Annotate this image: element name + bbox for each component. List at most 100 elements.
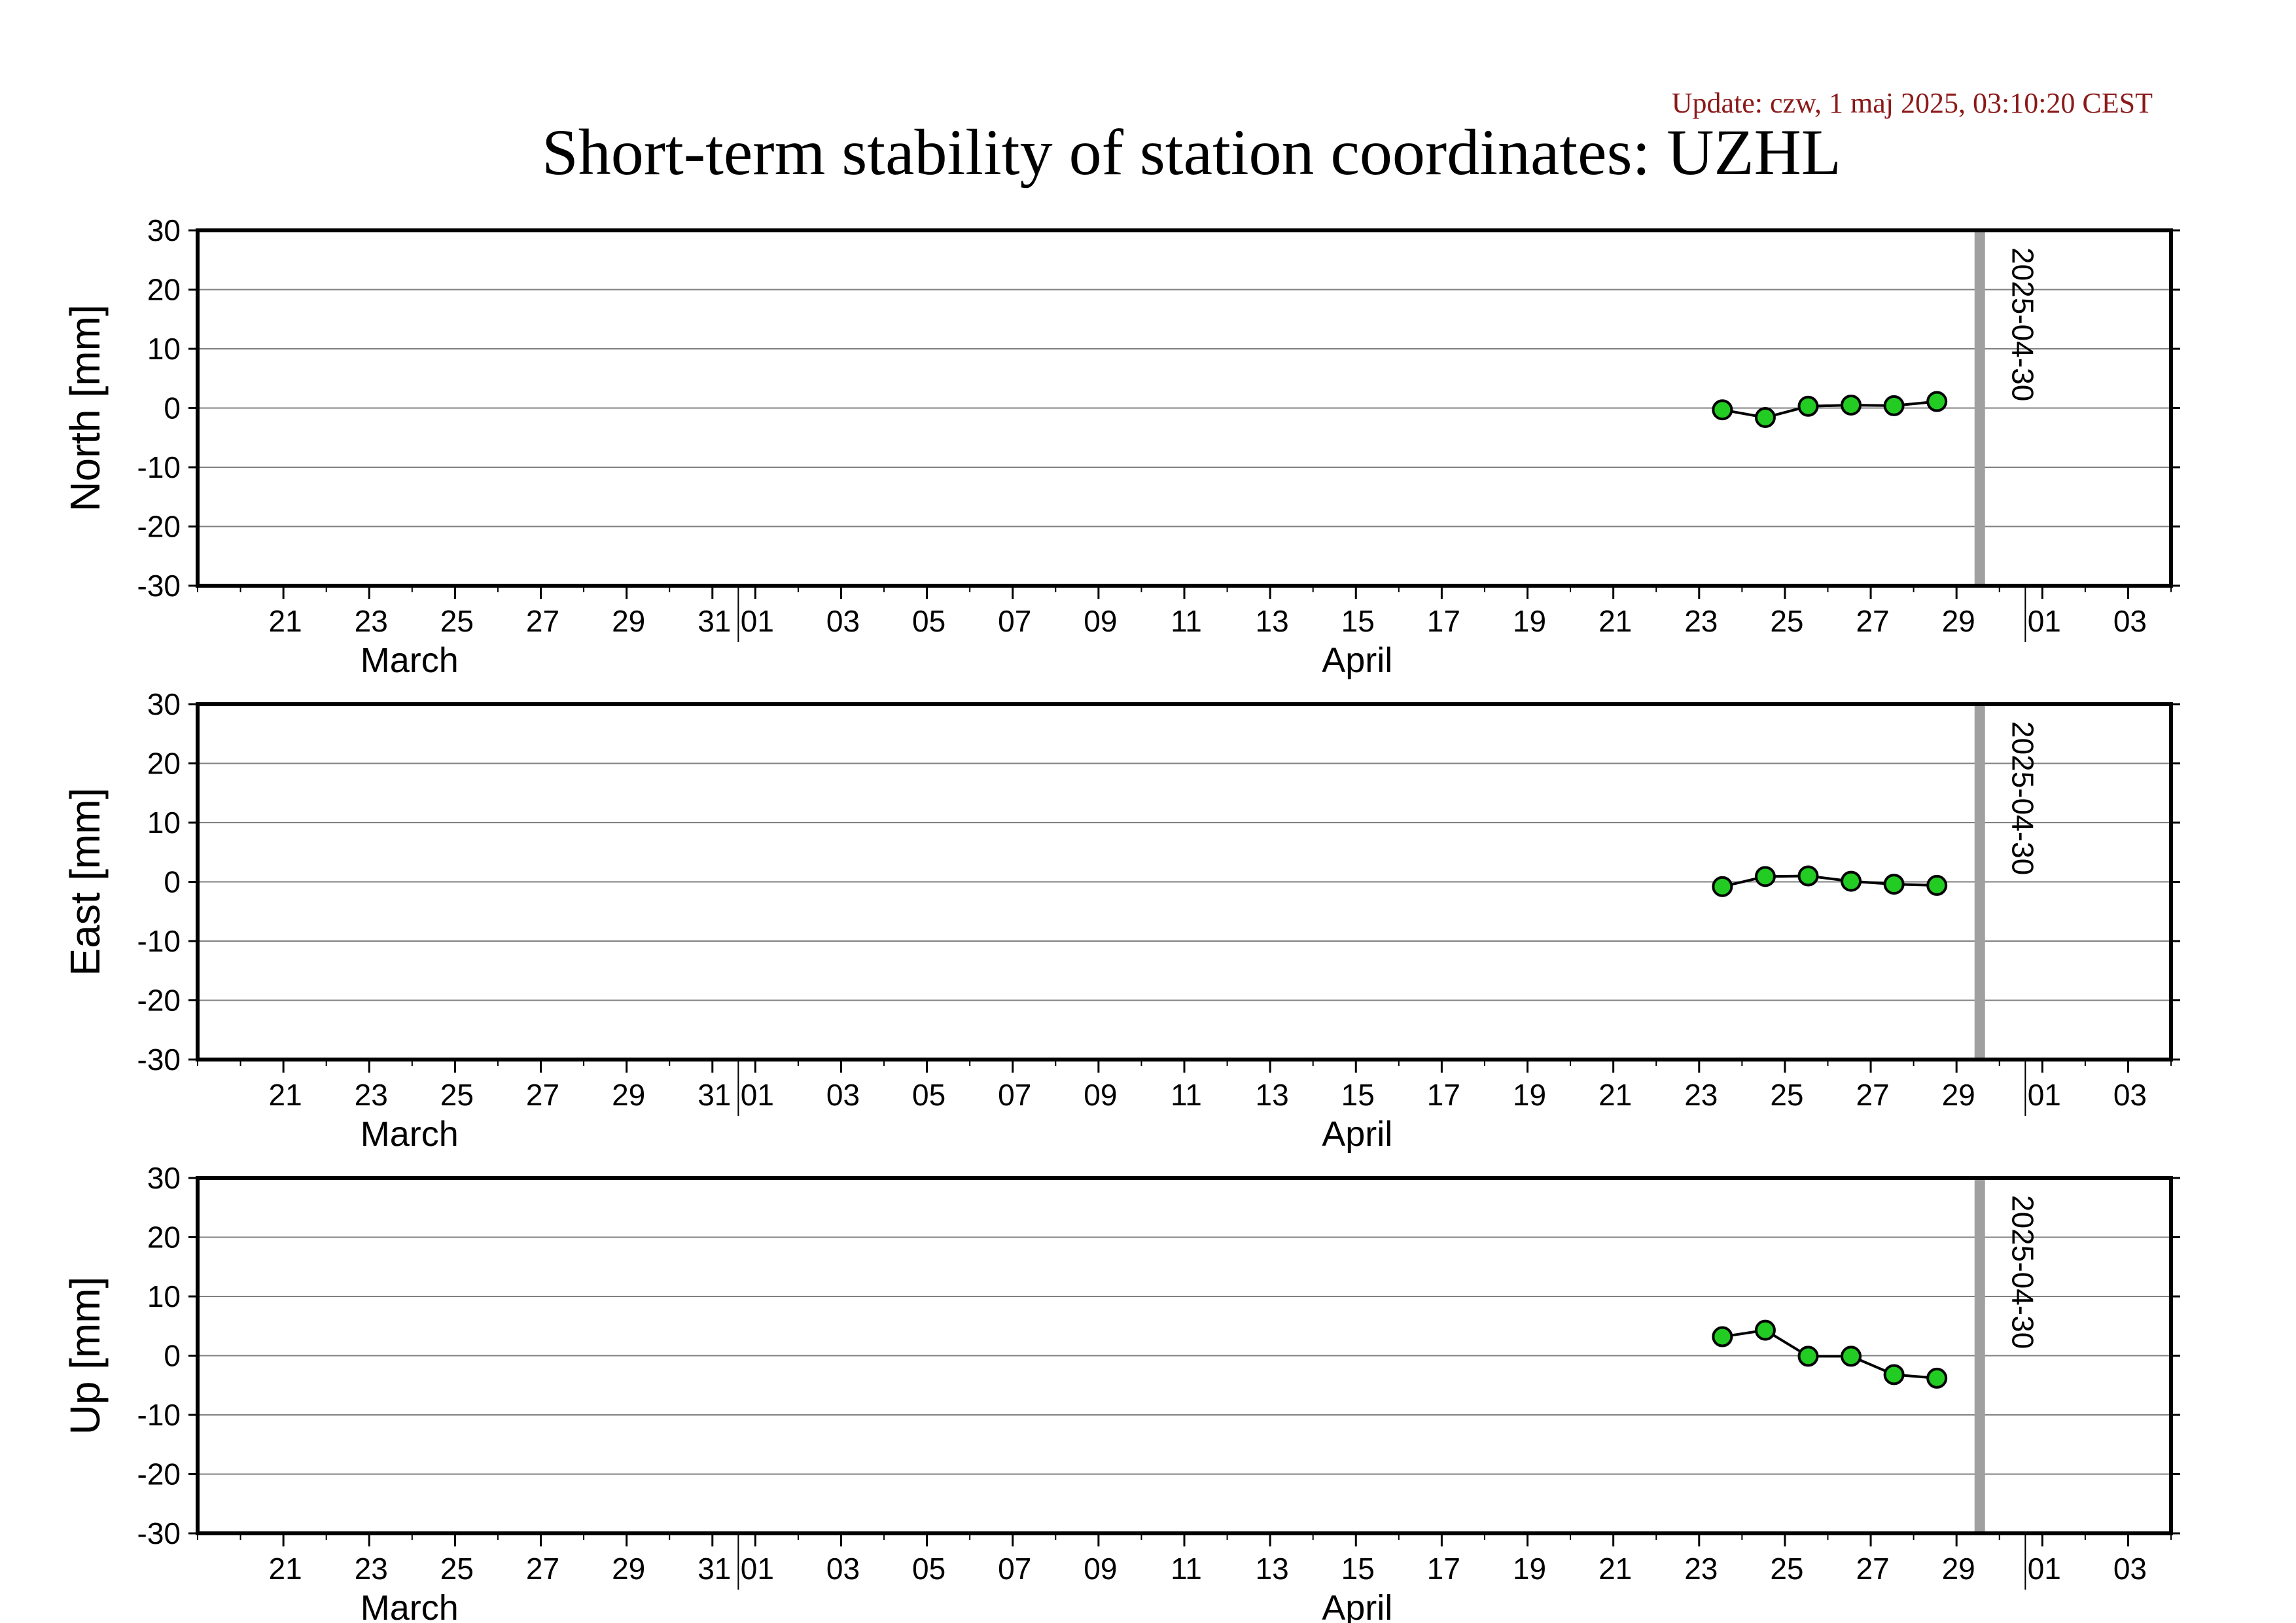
plot-frame xyxy=(196,1176,2173,1535)
x-tick-label: 25 xyxy=(1770,1552,1803,1586)
x-tick-label: 01 xyxy=(2028,604,2061,638)
x-tick-label: 13 xyxy=(1256,1078,1289,1112)
month-label: April xyxy=(1322,1115,1392,1154)
x-tick-label: 25 xyxy=(440,1552,474,1586)
y-tick-label: -20 xyxy=(137,510,181,544)
x-tick-label: 01 xyxy=(741,604,774,638)
y-tick-label: 0 xyxy=(164,865,181,899)
y-tick-label: -10 xyxy=(137,450,181,484)
data-point xyxy=(1926,1367,1948,1389)
x-tick-label: 13 xyxy=(1256,1552,1289,1586)
x-tick-label: 21 xyxy=(1598,1078,1632,1112)
month-label: March xyxy=(361,1115,459,1154)
y-tick-label: 30 xyxy=(147,687,181,721)
x-tick-label: 11 xyxy=(1171,604,1202,638)
y-tick-label: 20 xyxy=(147,747,181,781)
y-tick-label: -30 xyxy=(137,1516,181,1550)
x-tick-label: 01 xyxy=(2028,1078,2061,1112)
x-tick-label: 29 xyxy=(612,604,645,638)
x-tick-label: 23 xyxy=(1684,1078,1718,1112)
data-point xyxy=(1797,865,1819,887)
data-point xyxy=(1754,866,1776,887)
y-tick-label: 20 xyxy=(147,1221,181,1255)
y-tick-label: -10 xyxy=(137,924,181,958)
data-point xyxy=(1841,394,1862,416)
x-tick-label: 25 xyxy=(1770,604,1803,638)
y-tick-label: 30 xyxy=(147,1161,181,1195)
y-tick-label: 20 xyxy=(147,273,181,307)
x-tick-label: 23 xyxy=(355,604,388,638)
y-tick-label: -20 xyxy=(137,1457,181,1491)
data-point xyxy=(1841,870,1862,892)
x-tick-label: 03 xyxy=(826,1078,860,1112)
data-point xyxy=(1754,406,1776,428)
month-label: March xyxy=(361,1588,459,1623)
date-marker-label: 2025-04-30 xyxy=(2006,1195,2040,1349)
update-timestamp: Update: czw, 1 maj 2025, 03:10:20 CEST xyxy=(1672,87,2153,119)
x-tick-label: 09 xyxy=(1084,1078,1117,1112)
month-label: April xyxy=(1322,1588,1392,1623)
x-tick-label: 23 xyxy=(1684,1552,1718,1586)
x-tick-label: 11 xyxy=(1171,1078,1202,1112)
plot-frame xyxy=(196,702,2173,1061)
x-tick-label: 07 xyxy=(998,1078,1031,1112)
x-tick-label: 21 xyxy=(269,1552,302,1586)
x-tick-label: 31 xyxy=(698,1552,731,1586)
y-tick-label: -30 xyxy=(137,569,181,603)
x-tick-label: 29 xyxy=(612,1078,645,1112)
panel-3: 30 20 10 0 -10 -20 -30 Up [mm] 21 23 25 27 29 31 01 03 0… xyxy=(62,1161,2180,1623)
data-point xyxy=(1883,395,1905,416)
data-point xyxy=(1883,874,1905,895)
y-tick-label: 30 xyxy=(147,213,181,247)
x-tick-label: 03 xyxy=(2113,1552,2147,1586)
panel-2: 30 20 10 0 -10 -20 -30 East [mm] 21 23 25 27 29 31 01 0… xyxy=(62,687,2180,1154)
y-tick-label: 10 xyxy=(147,806,181,840)
x-tick-label: 03 xyxy=(826,604,860,638)
month-label: March xyxy=(361,641,459,680)
x-tick-label: 01 xyxy=(741,1552,774,1586)
x-tick-label: 09 xyxy=(1084,1552,1117,1586)
x-tick-label: 29 xyxy=(612,1552,645,1586)
plot-frame xyxy=(196,228,2173,588)
x-tick-label: 31 xyxy=(698,604,731,638)
data-point xyxy=(1754,1319,1776,1341)
x-tick-label: 23 xyxy=(1684,604,1718,638)
y-axis-label: East [mm] xyxy=(62,787,109,976)
x-tick-label: 25 xyxy=(440,604,474,638)
y-tick-label: -10 xyxy=(137,1398,181,1432)
x-tick-label: 17 xyxy=(1427,1078,1460,1112)
x-tick-label: 27 xyxy=(1856,1078,1889,1112)
x-tick-label: 27 xyxy=(1856,604,1889,638)
y-tick-label: 10 xyxy=(147,332,181,366)
data-point xyxy=(1712,399,1733,421)
y-tick-label: -20 xyxy=(137,984,181,1018)
x-tick-label: 27 xyxy=(1856,1552,1889,1586)
x-tick-label: 09 xyxy=(1084,604,1117,638)
chart-title: Short-term stability of station coordina… xyxy=(542,116,1841,188)
data-point xyxy=(1926,874,1948,896)
data-point xyxy=(1712,876,1733,897)
x-tick-label: 31 xyxy=(698,1078,731,1112)
data-point xyxy=(1926,391,1948,412)
x-tick-label: 19 xyxy=(1513,1078,1546,1112)
y-tick-label: 0 xyxy=(164,1339,181,1373)
x-tick-label: 29 xyxy=(1942,604,1975,638)
x-tick-label: 05 xyxy=(912,1078,945,1112)
x-tick-label: 01 xyxy=(2028,1552,2061,1586)
data-point xyxy=(1797,1346,1819,1367)
y-axis-label: Up [mm] xyxy=(62,1277,109,1435)
x-tick-label: 21 xyxy=(269,604,302,638)
y-tick-label: 0 xyxy=(164,391,181,425)
x-tick-label: 05 xyxy=(912,604,945,638)
x-tick-label: 25 xyxy=(1770,1078,1803,1112)
x-tick-label: 11 xyxy=(1171,1552,1202,1586)
x-tick-label: 21 xyxy=(269,1078,302,1112)
x-tick-label: 03 xyxy=(2113,1078,2147,1112)
x-tick-label: 21 xyxy=(1598,604,1632,638)
x-tick-label: 03 xyxy=(2113,604,2147,638)
x-tick-label: 05 xyxy=(912,1552,945,1586)
x-tick-label: 29 xyxy=(1942,1552,1975,1586)
panel-1: 30 20 10 0 -10 -20 -30 North [mm] 21 23 25 27 29 31 01… xyxy=(62,213,2180,680)
